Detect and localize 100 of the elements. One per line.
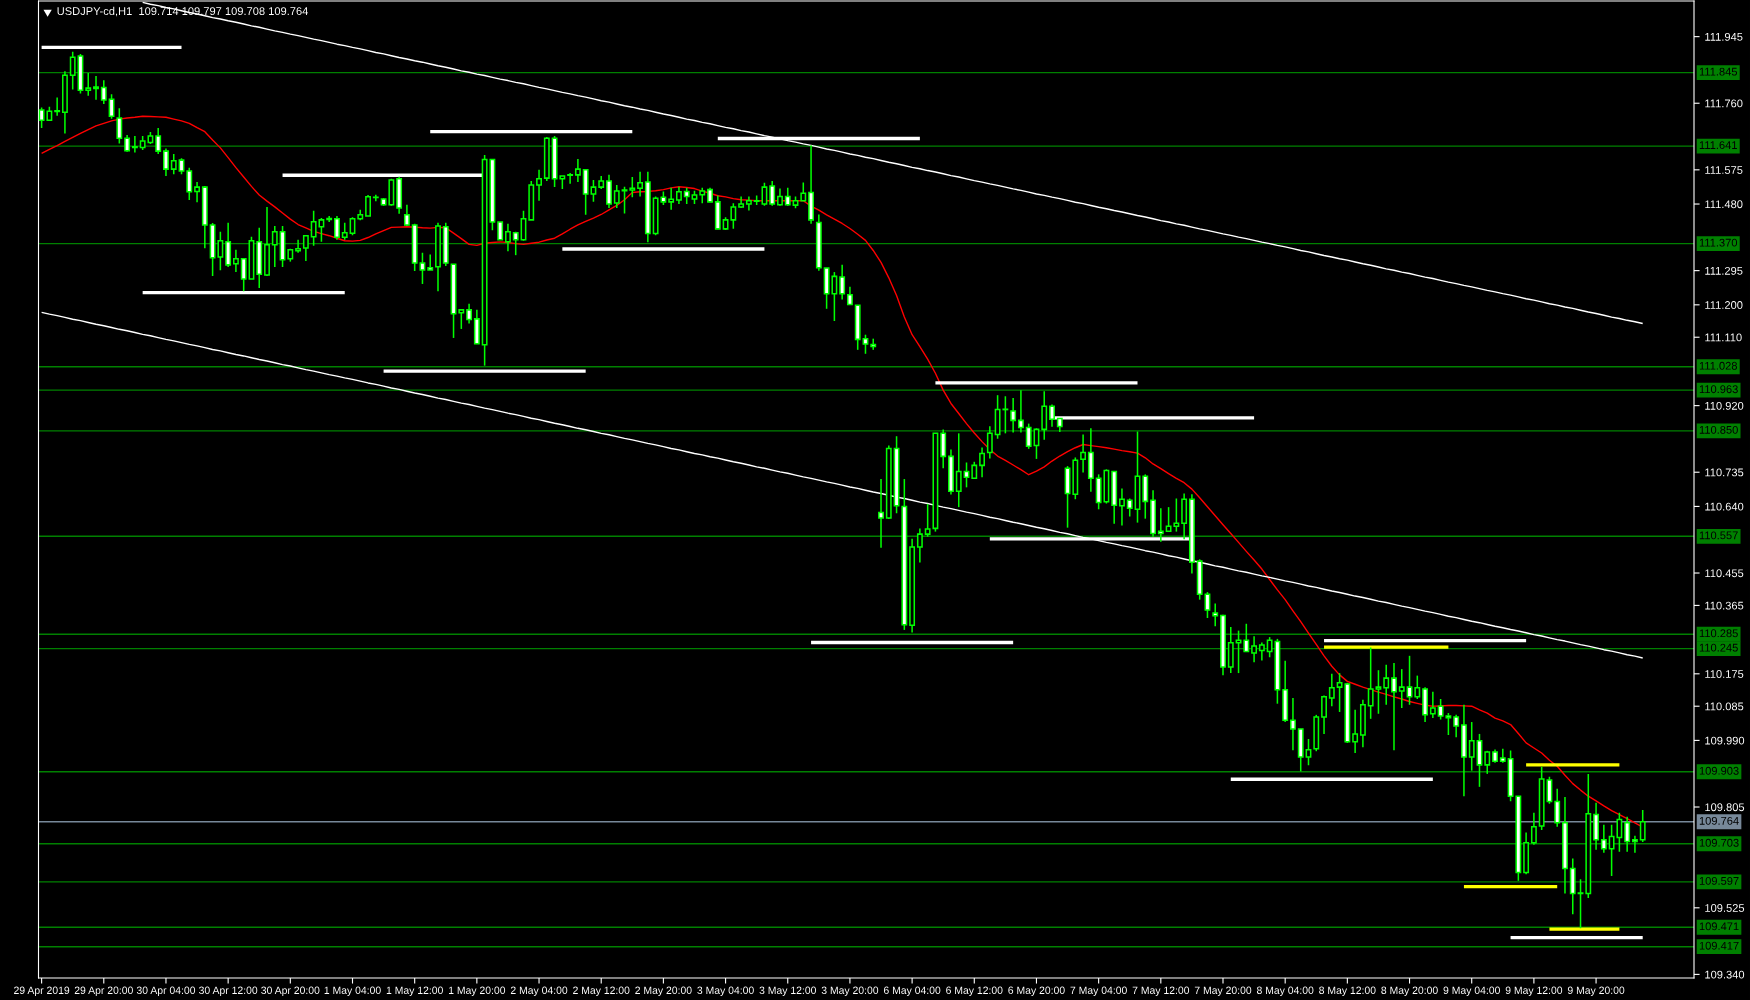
candlestick xyxy=(93,75,99,101)
chart-title: USDJPY-cd,H1 109.714 109.797 109.708 109.764 xyxy=(57,6,309,17)
x-tick-label: 7 May 04:00 xyxy=(1070,986,1127,997)
candlestick xyxy=(878,478,884,549)
candlestick xyxy=(1049,403,1055,428)
candlestick xyxy=(621,185,628,215)
ref-line-label: 109.417 xyxy=(1699,941,1739,950)
ref-line-label: 110.245 xyxy=(1699,643,1738,652)
candlestick xyxy=(1017,389,1024,434)
candlestick xyxy=(979,446,985,479)
x-tick-label: 7 May 12:00 xyxy=(1132,986,1190,997)
ref-line-label: 109.903 xyxy=(1699,766,1739,775)
x-tick-label: 7 May 20:00 xyxy=(1194,986,1252,997)
candlestick xyxy=(1554,787,1561,828)
ref-line-label: 109.703 xyxy=(1699,838,1739,847)
y-tick-label: 110.455 xyxy=(1705,569,1744,578)
candlestick xyxy=(536,169,542,202)
candlestick xyxy=(1204,591,1211,619)
candlestick xyxy=(466,302,473,325)
x-tick-label: 30 Apr 20:00 xyxy=(261,986,320,997)
candlestick xyxy=(955,432,962,508)
candlestick xyxy=(458,309,465,330)
candlestick xyxy=(1212,602,1219,628)
y-tick-label: 109.340 xyxy=(1705,970,1745,979)
candlestick xyxy=(745,195,752,212)
candlestick xyxy=(1631,835,1638,854)
candlestick xyxy=(1321,694,1327,735)
line-series xyxy=(40,311,1644,659)
candlestick xyxy=(1639,809,1646,843)
y-tick-label: 109.525 xyxy=(1705,904,1745,912)
candlestick xyxy=(800,181,807,202)
ref-line-label: 111.028 xyxy=(1699,361,1738,370)
candlestick xyxy=(1468,721,1475,772)
candlestick xyxy=(567,172,574,185)
candlestick xyxy=(403,203,410,227)
ref-line-label: 110.285 xyxy=(1699,629,1738,638)
candlestick xyxy=(1530,812,1537,846)
x-tick-label: 2 May 20:00 xyxy=(635,986,692,997)
candlestick xyxy=(116,107,123,145)
candlestick xyxy=(1429,691,1436,719)
candlestick xyxy=(916,527,923,564)
ref-line-label: 109.597 xyxy=(1699,877,1739,885)
x-tick-label: 1 May 04:00 xyxy=(324,986,381,997)
candlestick xyxy=(334,215,340,241)
x-tick-label: 1 May 12:00 xyxy=(386,986,443,997)
x-tick-label: 8 May 04:00 xyxy=(1256,986,1314,997)
ref-line-label: 111.641 xyxy=(1699,141,1737,150)
x-tick-label: 6 May 12:00 xyxy=(946,986,1003,997)
candlestick xyxy=(1375,669,1382,715)
y-tick-label: 109.990 xyxy=(1705,736,1745,745)
candlestick xyxy=(606,174,612,209)
y-tick-label: 110.920 xyxy=(1705,401,1744,410)
candlestick xyxy=(1243,623,1250,653)
candlestick xyxy=(668,187,675,211)
candlestick xyxy=(1367,646,1374,720)
candlestick xyxy=(302,234,309,262)
candlestick xyxy=(862,333,869,355)
candlestick xyxy=(225,221,232,268)
x-tick-label: 9 May 20:00 xyxy=(1567,986,1625,997)
candlestick xyxy=(100,79,107,105)
y-tick-label: 111.295 xyxy=(1705,266,1743,275)
x-tick-label: 6 May 20:00 xyxy=(1008,986,1065,997)
x-tick-label: 30 Apr 12:00 xyxy=(199,986,258,997)
candlestick xyxy=(271,225,278,268)
candlestick xyxy=(1119,487,1125,527)
x-tick-label: 1 May 20:00 xyxy=(448,986,506,997)
candlestick xyxy=(1453,714,1460,738)
x-tick-label: 30 Apr 04:00 xyxy=(136,986,196,997)
candlestick xyxy=(1235,629,1242,674)
candlestick xyxy=(613,184,620,209)
candlestick xyxy=(1600,823,1607,854)
x-tick-label: 2 May 04:00 xyxy=(510,986,568,997)
ref-line-label: 111.370 xyxy=(1699,238,1738,247)
x-tick-label: 2 May 12:00 xyxy=(573,986,630,997)
candlestick xyxy=(1025,422,1032,450)
ref-line-label: 110.850 xyxy=(1699,425,1738,434)
ref-line-label: 109.471 xyxy=(1699,922,1739,931)
y-tick-label: 111.575 xyxy=(1705,166,1743,174)
x-tick-label: 9 May 12:00 xyxy=(1505,986,1563,997)
candlestick xyxy=(1010,397,1017,434)
x-tick-label: 8 May 12:00 xyxy=(1319,986,1376,997)
candlestick xyxy=(1406,655,1413,706)
candlestick xyxy=(155,127,162,155)
y-tick-label: 111.945 xyxy=(1705,32,1743,41)
candlestick xyxy=(194,181,200,203)
y-tick-label: 110.085 xyxy=(1705,702,1744,711)
x-tick-label: 3 May 12:00 xyxy=(759,986,817,997)
candlestick xyxy=(240,257,247,292)
ref-line-label: 111.845 xyxy=(1699,67,1738,76)
candlestick xyxy=(427,253,434,271)
candlestick xyxy=(574,158,581,183)
x-tick-label: 6 May 04:00 xyxy=(883,986,941,997)
candlestick xyxy=(1398,668,1405,709)
candlestick xyxy=(295,238,302,254)
candlestick xyxy=(629,176,636,198)
candlestick xyxy=(69,50,76,91)
candlestick xyxy=(637,170,644,198)
candlestick xyxy=(505,223,511,252)
candlestick xyxy=(769,180,776,207)
candlestick xyxy=(940,428,947,470)
